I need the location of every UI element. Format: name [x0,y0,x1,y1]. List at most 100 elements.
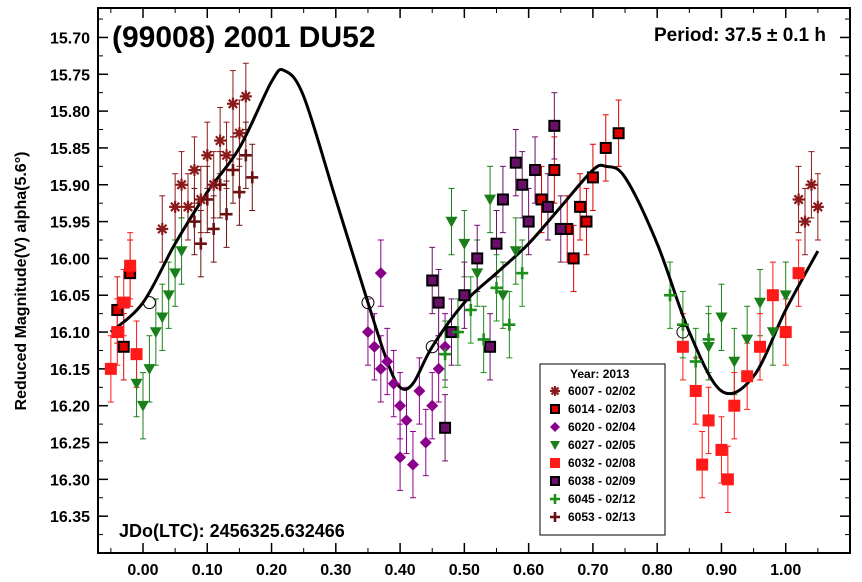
data-points [104,90,824,486]
data-point-series-6 [516,267,529,280]
data-point-series-7 [207,222,220,235]
data-point-series-3 [156,312,169,324]
data-point-series-6 [689,355,702,368]
x-tick-label: 0.70 [577,562,608,579]
y-tick-label: 15.95 [50,215,90,232]
legend-marker-2 [550,422,560,432]
y-tick-label: 15.85 [50,141,90,158]
legend-label-7: 6053 - 02/13 [568,510,636,524]
data-point-series-5 [445,326,458,339]
data-point-series-0 [181,200,194,213]
data-point-series-5 [490,237,503,250]
data-point-series-7 [220,208,233,221]
data-point-series-7 [226,164,239,177]
data-point-series-3 [509,246,522,258]
data-point-series-4 [779,326,792,339]
y-tick-label: 16.10 [50,325,90,342]
data-point-series-2 [361,326,374,339]
data-point-series-6 [503,318,516,331]
data-point-series-5 [439,421,452,434]
data-point-series-3 [728,356,741,368]
data-point-series-0 [201,149,214,162]
data-point-series-3 [715,312,728,324]
legend-label-0: 6007 - 02/02 [568,384,636,398]
plot-frame [97,7,851,554]
x-tick-label: 0.80 [642,562,673,579]
data-point-series-5 [432,296,445,309]
data-point-series-5 [496,193,509,206]
x-tick-label: 0.40 [385,562,416,579]
data-point-series-7 [246,171,259,184]
data-point-series-3 [741,334,754,346]
legend-label-2: 6020 - 02/04 [568,420,636,434]
data-point-series-4 [104,362,117,375]
data-point-series-0 [175,178,188,191]
legend-label-1: 6014 - 02/03 [568,402,636,416]
y-tick-label: 16.35 [50,509,90,526]
data-point-series-3 [143,364,156,375]
data-point-series-6 [664,289,677,302]
x-tick-labels: 0.00 0.10 0.20 0.30 0.40 0.50 0.60 0.70 0.80 0.90… [127,562,801,579]
data-point-series-5 [516,178,529,191]
data-point-series-3 [175,246,188,258]
data-point-series-2 [426,399,439,412]
axis-ticks [98,8,850,553]
data-point-series-1 [548,164,561,177]
y-tick-label: 15.75 [50,67,90,84]
data-point-series-0 [226,97,239,110]
error-bars [107,62,821,513]
data-point-series-4 [741,370,754,383]
data-point-series-6 [464,303,477,316]
data-point-series-4 [766,289,779,302]
data-point-series-0 [792,193,805,206]
x-tick-label: 0.30 [320,562,351,579]
data-point-series-1 [580,215,593,228]
legend-marker-5 [550,476,560,486]
data-point-series-5 [458,289,471,302]
data-point-series-4 [728,399,741,412]
legend-title: Year: 2013 [570,367,630,381]
data-point-series-4 [696,458,709,471]
data-point-series-3 [458,238,471,250]
data-point-series-2 [413,384,426,397]
data-point-series-2 [432,362,445,375]
data-point-series-0 [188,164,201,177]
x-tick-label: 0.50 [449,562,480,579]
legend: Year: 2013 6007 - 02/02 6014 - 02/03 6020 … [539,363,666,536]
y-tick-label: 15.90 [50,178,90,195]
data-point-series-7 [233,186,246,199]
data-point-series-3 [754,297,767,309]
data-point-series-0 [805,178,818,191]
data-point-series-2 [400,414,413,427]
data-point-series-6 [451,326,464,339]
data-point-series-1 [117,340,130,353]
data-point-series-5 [509,156,522,169]
data-point-series-2 [439,340,452,353]
data-point-series-5 [548,119,561,132]
x-tick-label: 0.10 [192,562,223,579]
data-point-series-0 [799,215,812,228]
data-point-series-2 [374,267,387,280]
data-point-series-7 [194,237,207,250]
data-point-series-6 [490,281,503,294]
reference-circle [676,325,690,339]
data-point-series-7 [201,193,214,206]
data-point-series-3 [471,268,484,280]
y-tick-label: 16.30 [50,472,90,489]
data-point-series-1 [599,141,612,154]
legend-box [539,363,666,536]
legend-label-3: 6027 - 02/05 [568,438,636,452]
data-point-series-2 [406,458,419,471]
reference-circle [142,296,156,310]
data-point-series-3 [136,400,149,412]
data-point-series-0 [156,222,169,235]
y-tick-label: 16.00 [50,251,90,268]
data-point-series-0 [811,200,824,213]
y-tick-label: 16.05 [50,288,90,305]
data-point-series-3 [130,378,143,390]
data-point-series-5 [522,215,535,228]
data-point-series-5 [541,200,554,213]
data-point-series-6 [477,333,490,346]
data-point-series-7 [214,178,227,191]
